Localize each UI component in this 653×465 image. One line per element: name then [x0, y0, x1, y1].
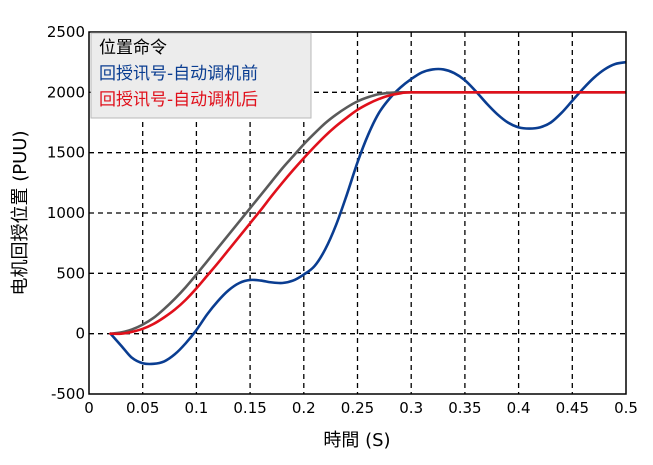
y-tick-label: 0	[75, 325, 85, 343]
legend-entry-after-tuning: 回授讯号-自动调机后	[99, 90, 258, 110]
series-line-after-tuning	[109, 90, 626, 336]
y-tick-label: 2500	[47, 23, 85, 41]
x-tick-label: 0.45	[556, 399, 589, 417]
x-tick-label: 0	[84, 399, 94, 417]
legend-box	[90, 32, 312, 119]
y-tick-label: 2000	[47, 83, 85, 101]
legend-entry-command: 位置命令	[99, 38, 167, 58]
x-tick-label: 0.25	[341, 399, 374, 417]
series-line-before-tuning	[109, 60, 626, 366]
y-axis-label: 电机回授位置 (PUU)	[10, 131, 31, 296]
grid-lines	[89, 32, 626, 394]
x-tick-label: 0.5	[614, 399, 638, 417]
x-tick-label: 0.35	[448, 399, 481, 417]
x-tick-label: 0.2	[292, 399, 316, 417]
legend-entry-before-tuning: 回授讯号-自动调机前	[99, 64, 258, 84]
y-tick-label: 1500	[47, 144, 85, 162]
y-tick-label: 500	[56, 264, 85, 282]
plot-frame	[88, 31, 627, 395]
plot-area	[109, 60, 626, 366]
x-tick-label: 0.1	[184, 399, 208, 417]
x-tick-label: 0.15	[233, 399, 266, 417]
y-tick-label: -500	[51, 385, 85, 403]
legend: 位置命令 回授讯号-自动调机前 回授讯号-自动调机后	[90, 32, 312, 119]
x-axis-label: 時間 (S)	[323, 430, 390, 451]
x-tick-label: 0.4	[507, 399, 531, 417]
y-tick-label: 1000	[47, 204, 85, 222]
x-tick-label: 0.3	[399, 399, 423, 417]
x-tick-label: 0.05	[126, 399, 159, 417]
series-line-command	[109, 90, 626, 335]
axis-ticks: 0 0.05 0.1 0.15 0.2 0.25 0.3 0.35 0.4 0.45 0.5 -500…	[47, 23, 638, 417]
